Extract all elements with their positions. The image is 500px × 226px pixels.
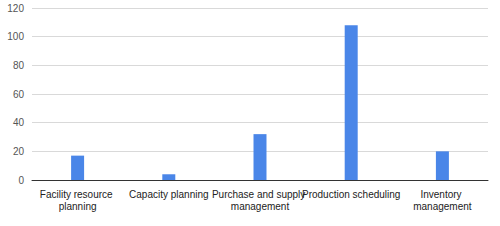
svg-text:60: 60 [13,89,25,100]
svg-text:100: 100 [7,31,24,42]
svg-text:Production scheduling: Production scheduling [302,189,400,200]
svg-text:0: 0 [18,175,24,186]
svg-text:planning: planning [59,201,97,212]
svg-text:Inventory: Inventory [420,189,464,200]
svg-text:20: 20 [13,146,25,157]
svg-text:120: 120 [7,3,24,14]
svg-text:Capacity planning: Capacity planning [129,189,209,200]
svg-text:management: management [413,201,472,212]
svg-text:Purchase and supply: Purchase and supply [212,189,308,200]
svg-text:Facility resource: Facility resource [40,189,116,200]
svg-text:40: 40 [13,117,25,128]
svg-text:management: management [231,201,290,212]
svg-text:80: 80 [13,60,25,71]
